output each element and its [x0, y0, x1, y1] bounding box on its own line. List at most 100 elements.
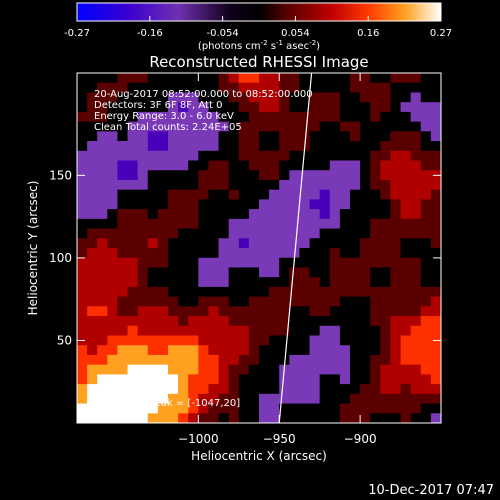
heatmap-cell	[339, 121, 351, 132]
heatmap-cell	[430, 325, 441, 337]
heatmap-cell	[259, 403, 270, 414]
heatmap-cell	[390, 82, 402, 94]
heatmap-cell	[77, 384, 88, 395]
heatmap-cell	[228, 364, 240, 375]
heatmap-cell	[238, 141, 250, 152]
heatmap-cell	[390, 354, 402, 366]
heatmap-cell	[329, 403, 341, 414]
heatmap-cell	[319, 296, 331, 307]
heatmap-cell	[339, 199, 351, 210]
heatmap-cell	[147, 238, 159, 249]
heatmap-cell	[360, 199, 371, 210]
heatmap-cell	[198, 393, 210, 405]
heatmap-cell	[269, 286, 280, 298]
heatmap-cell	[329, 131, 341, 142]
heatmap-cell	[279, 160, 290, 171]
heatmap-cell	[248, 179, 260, 191]
heatmap-cell	[360, 170, 371, 181]
heatmap-cell	[137, 296, 149, 307]
heatmap-cell	[238, 189, 250, 200]
heatmap-cell	[127, 384, 139, 395]
heatmap-cell	[299, 393, 311, 405]
heatmap-cell	[137, 92, 149, 103]
heatmap-cell	[279, 296, 290, 307]
heatmap-cell	[248, 218, 260, 230]
heatmap-cell	[329, 335, 341, 346]
heatmap-cell	[188, 170, 199, 181]
heatmap-cell	[178, 384, 189, 395]
heatmap-cell	[350, 82, 361, 94]
heatmap-cell	[137, 111, 149, 123]
heatmap-cell	[269, 306, 280, 317]
heatmap-cell	[319, 150, 331, 162]
heatmap-cell	[188, 286, 199, 298]
chart-title: Reconstructed RHESSI Image	[149, 53, 368, 71]
heatmap-cell	[238, 218, 250, 230]
heatmap-cell	[248, 296, 260, 307]
heatmap-cell	[218, 141, 230, 152]
heatmap-cell	[117, 238, 129, 249]
heatmap-cell	[218, 257, 230, 269]
heatmap-cell	[178, 393, 189, 405]
heatmap-cell	[218, 403, 230, 414]
heatmap-cell	[208, 131, 220, 142]
heatmap-cell	[259, 257, 270, 269]
heatmap-cell	[410, 238, 422, 249]
heatmap-cell	[87, 111, 98, 123]
heatmap-cell	[299, 92, 311, 103]
heatmap-cell	[400, 160, 412, 171]
heatmap-cell	[259, 73, 270, 84]
heatmap-cell	[350, 92, 361, 103]
heatmap-cell	[299, 73, 311, 84]
heatmap-cell	[168, 413, 179, 423]
heatmap-cell	[168, 199, 179, 210]
heatmap-cell	[168, 354, 179, 366]
heatmap-cell	[228, 306, 240, 317]
heatmap-cell	[178, 150, 189, 162]
heatmap-cell	[188, 248, 199, 259]
y-tick-label: 150	[49, 168, 72, 182]
heatmap-cell	[420, 209, 432, 220]
heatmap-cell	[87, 413, 98, 423]
heatmap-cell	[208, 413, 220, 423]
heatmap-cell	[77, 267, 88, 278]
heatmap-cell	[127, 286, 139, 298]
heatmap-cell	[329, 121, 341, 132]
heatmap-cell	[339, 335, 351, 346]
heatmap-cell	[299, 325, 311, 337]
heatmap-cell	[97, 102, 108, 113]
heatmap-cell	[410, 111, 422, 123]
heatmap-cell	[370, 374, 381, 385]
heatmap-cell	[168, 364, 179, 375]
heatmap-cell	[309, 121, 321, 132]
heatmap-cell	[370, 228, 381, 239]
heatmap-cell	[420, 141, 432, 152]
heatmap-cell	[107, 277, 119, 288]
heatmap-cell	[157, 286, 169, 298]
heatmap-cell	[430, 131, 441, 142]
heatmap-cell	[339, 393, 351, 405]
heatmap-cell	[147, 199, 159, 210]
heatmap-cell	[390, 209, 402, 220]
heatmap-cell	[218, 121, 230, 132]
heatmap-cell	[157, 354, 169, 366]
heatmap-cell	[259, 306, 270, 317]
heatmap-cell	[228, 160, 240, 171]
heatmap-cell	[339, 102, 351, 113]
heatmap-cell	[137, 131, 149, 142]
heatmap-cell	[360, 364, 371, 375]
heatmap-cell	[430, 403, 441, 414]
heatmap-cell	[97, 354, 108, 366]
heatmap-cell	[77, 141, 88, 152]
heatmap-cell	[248, 131, 260, 142]
heatmap-cell	[168, 150, 179, 162]
heatmap-cell	[259, 199, 270, 210]
heatmap-cell	[299, 111, 311, 123]
heatmap-cell	[400, 335, 412, 346]
heatmap-cell	[259, 189, 270, 200]
heatmap-cell	[248, 403, 260, 414]
heatmap-cell	[117, 228, 129, 239]
heatmap-cell	[137, 189, 149, 200]
heatmap-cell	[420, 218, 432, 230]
heatmap-cell	[380, 228, 392, 239]
